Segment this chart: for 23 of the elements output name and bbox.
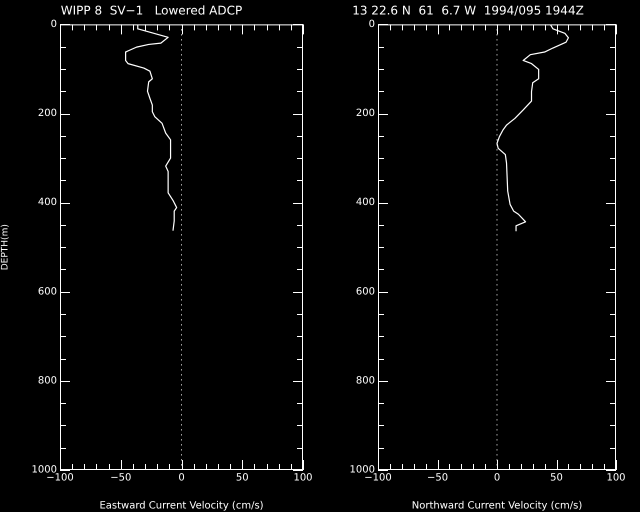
chart-title: WIPP 8 SV−1 Lowered ADCP — [60, 3, 242, 18]
y-tick-label: 600 — [356, 286, 375, 298]
x-tick-label: 0 — [494, 472, 500, 484]
chart-title: 13 22.6 N 61 6.7 W 1994/095 1944Z — [352, 3, 584, 18]
x-tick-label: 100 — [293, 472, 313, 484]
x-tick-label: 0 — [178, 472, 185, 484]
x-tick-label: 50 — [236, 472, 249, 484]
y-axis-title: DEPTH(m) — [0, 224, 11, 270]
x-tick-label: 100 — [606, 472, 626, 484]
y-tick-label: 800 — [38, 375, 57, 386]
x-tick-label: −50 — [426, 472, 448, 484]
x-axis-title: Eastward Current Velocity (cm/s) — [99, 500, 264, 512]
x-tick-label: −50 — [110, 472, 132, 484]
y-tick-label: 400 — [38, 197, 57, 208]
x-axis-title: Northward Current Velocity (cm/s) — [412, 500, 582, 512]
y-tick-label: 400 — [356, 197, 375, 208]
y-tick-label: 600 — [38, 286, 57, 298]
x-tick-label: 50 — [550, 472, 563, 484]
y-tick-label: 0 — [50, 18, 57, 30]
y-tick-label: 0 — [368, 18, 375, 30]
y-tick-label: 200 — [356, 108, 375, 120]
y-tick-label: 800 — [356, 375, 375, 386]
y-tick-label: 200 — [38, 108, 57, 120]
